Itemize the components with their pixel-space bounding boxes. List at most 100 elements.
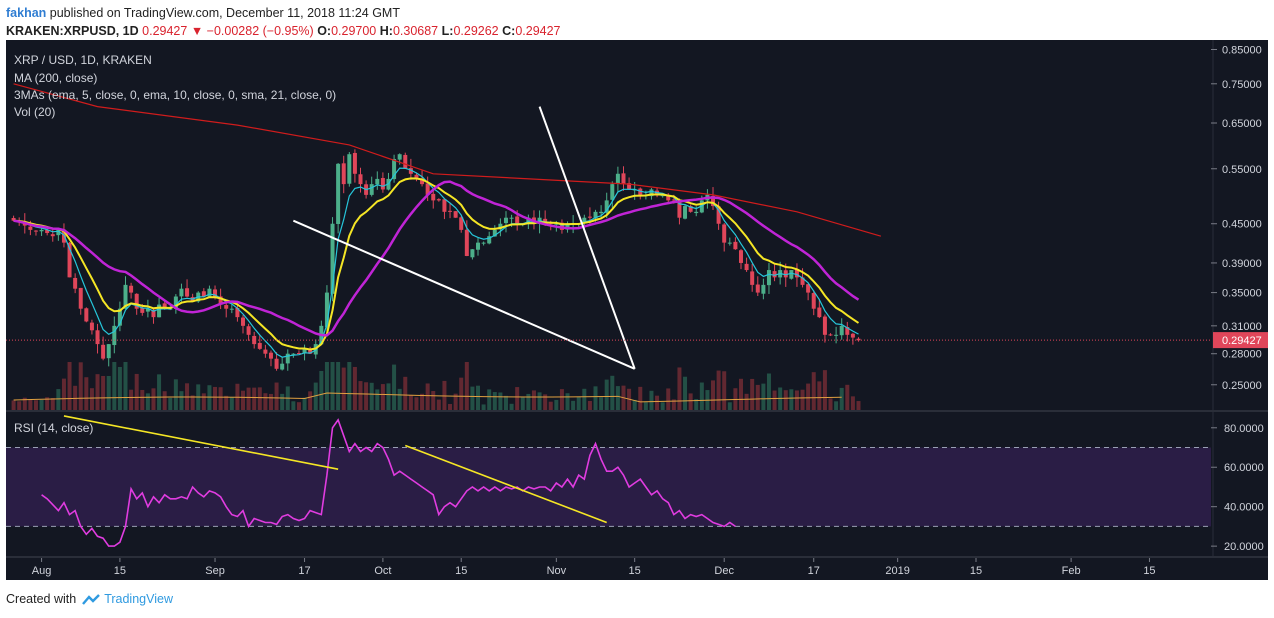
candle xyxy=(296,350,301,355)
candle-body xyxy=(73,277,78,289)
candle xyxy=(733,237,738,250)
candle-body xyxy=(246,326,251,335)
volume-bar xyxy=(750,378,755,410)
volume-bar xyxy=(162,391,167,410)
candle-body xyxy=(565,223,570,230)
volume-bar xyxy=(380,384,385,410)
time-tick-label: Aug xyxy=(32,565,52,577)
candle-body xyxy=(750,271,755,285)
rsi-axis: 80.0000 60.0000 40.0000 20.0000 xyxy=(1211,423,1264,553)
candle-body xyxy=(101,344,106,359)
candle-body xyxy=(50,234,55,237)
volume-bar xyxy=(241,390,246,410)
volume-bar xyxy=(711,380,716,410)
candle-body xyxy=(442,199,447,212)
volume-bar xyxy=(761,383,766,410)
candle-body xyxy=(828,334,833,336)
created-with-text: Created with xyxy=(6,592,77,606)
price-tick-label: 0.39000 xyxy=(1222,258,1262,270)
candle-body xyxy=(498,223,503,230)
volume-bar xyxy=(839,387,844,410)
volume-bar xyxy=(56,389,61,410)
candle xyxy=(615,166,620,192)
volume-bar xyxy=(632,399,637,410)
candle-body xyxy=(106,344,111,359)
candle-body xyxy=(800,277,805,285)
candle-body xyxy=(755,284,760,293)
candle-body xyxy=(448,210,453,212)
volume-bar xyxy=(498,392,503,410)
candle xyxy=(95,323,100,354)
volume-bar xyxy=(755,384,760,410)
close-value: 0.29427 xyxy=(515,24,561,38)
candle-body xyxy=(671,199,676,201)
symbol-label: KRAKEN:XRPUSD, 1D xyxy=(6,24,139,38)
volume-bar xyxy=(554,399,559,410)
candle-body xyxy=(33,230,38,232)
high-label: H: xyxy=(379,24,393,38)
candle xyxy=(677,198,682,225)
candle-body xyxy=(811,293,816,309)
candle-body xyxy=(503,217,508,224)
volume-bar xyxy=(565,393,570,410)
candle-body xyxy=(403,154,408,169)
candle xyxy=(442,199,447,220)
volume-bar xyxy=(257,387,262,410)
candle xyxy=(834,326,839,344)
volume-bar xyxy=(386,383,391,410)
candle xyxy=(358,167,363,193)
rsi-tick-label: 60.0000 xyxy=(1224,462,1264,474)
candle xyxy=(252,331,257,349)
price-tick-label: 0.31000 xyxy=(1222,321,1262,333)
volume-bar xyxy=(834,401,839,410)
candle xyxy=(761,278,766,300)
rsi-tick-label: 20.0000 xyxy=(1224,541,1264,553)
candle-body xyxy=(157,304,162,318)
volume-bar xyxy=(84,377,89,410)
volume-bar xyxy=(67,362,72,410)
candle-body xyxy=(213,289,218,297)
candle-body xyxy=(347,154,352,184)
candle xyxy=(621,166,626,191)
candle xyxy=(694,206,699,217)
volume-bar xyxy=(134,373,139,410)
candle-body xyxy=(610,184,615,200)
volume-bar xyxy=(677,367,682,410)
candle xyxy=(839,318,844,340)
volume-bar xyxy=(599,397,604,410)
chart-area[interactable]: 0.85000 0.75000 0.65000 0.55000 0.45000 0.390… xyxy=(6,40,1268,580)
candle xyxy=(201,288,206,298)
volume-bar xyxy=(358,381,363,410)
candle-body xyxy=(666,194,671,201)
candle-body xyxy=(129,285,134,293)
candle-body xyxy=(414,174,419,179)
volume-bar xyxy=(559,389,564,410)
candle-body xyxy=(291,353,296,355)
time-axis-labels: Aug 15 Sep 17 Oct 15 Nov 15 Dec 17 2019 15 Feb 15 xyxy=(32,558,1156,577)
volume-bar xyxy=(173,379,178,410)
volume-bar xyxy=(324,362,329,410)
volume-bar xyxy=(213,386,218,410)
price-trendline-0 xyxy=(292,219,636,370)
author-link[interactable]: fakhan xyxy=(6,6,47,20)
volume-bar xyxy=(649,390,654,410)
candle xyxy=(129,282,134,299)
candle-body xyxy=(140,307,145,313)
volume-bar xyxy=(716,370,721,410)
candle xyxy=(638,187,643,200)
candles xyxy=(11,149,861,371)
candle-body xyxy=(694,211,699,214)
candle-body xyxy=(336,163,341,224)
tradingview-brand[interactable]: TradingView xyxy=(80,592,173,606)
volume-bar xyxy=(319,370,324,410)
volume-bar xyxy=(845,384,850,410)
candle xyxy=(185,279,190,298)
volume-bar xyxy=(308,391,313,410)
volume-bar xyxy=(364,382,369,410)
volume-bar xyxy=(526,393,531,410)
price-chart[interactable]: 0.85000 0.75000 0.65000 0.55000 0.45000 0.390… xyxy=(6,40,1268,580)
volume-bar xyxy=(397,388,402,410)
candle-body xyxy=(241,317,246,326)
volume-bar xyxy=(576,397,581,410)
open-value: 0.29700 xyxy=(331,24,377,38)
